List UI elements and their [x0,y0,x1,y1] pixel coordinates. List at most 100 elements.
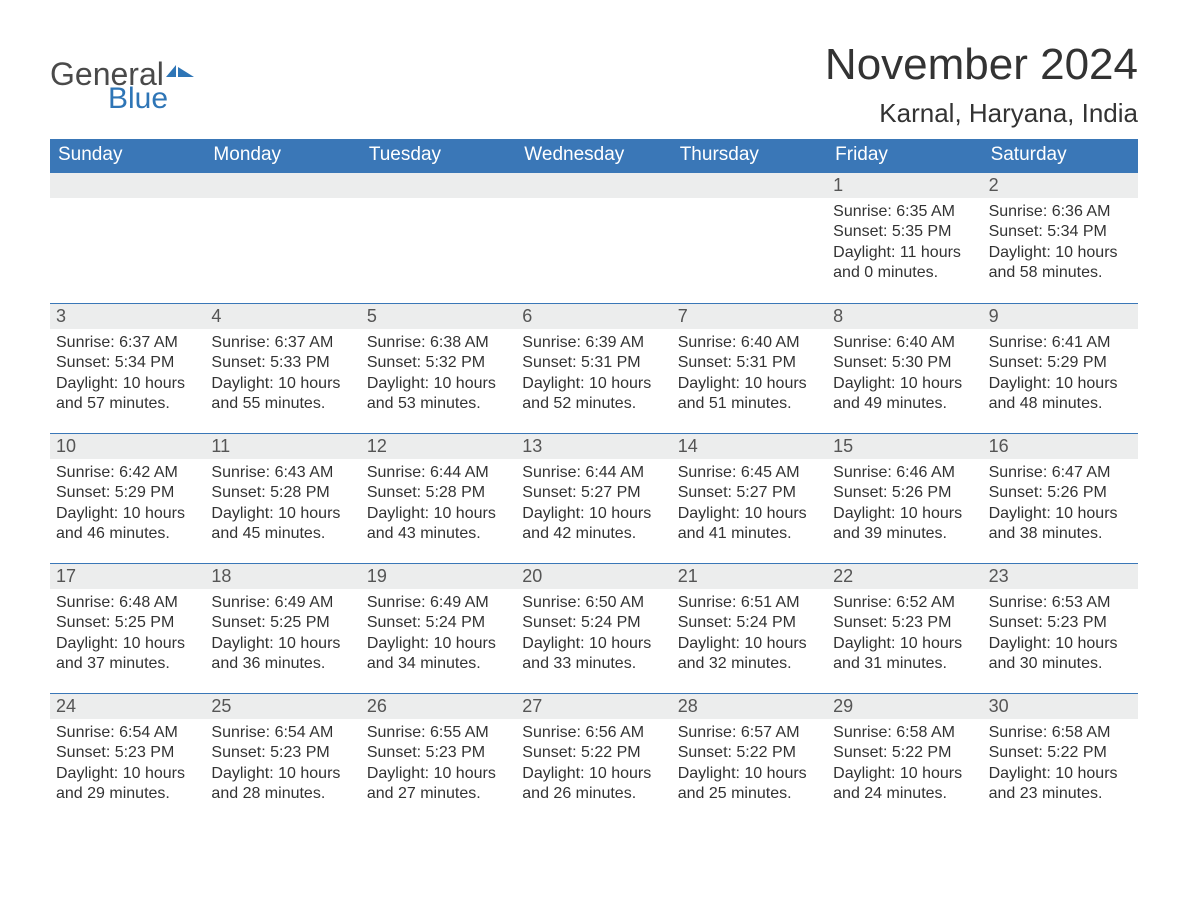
sunrise-label: Sunrise: [833,724,896,741]
daylight-line: Daylight: 10 hours and 53 minutes. [367,374,510,415]
day-cell: 12Sunrise: 6:44 AMSunset: 5:28 PMDayligh… [361,434,516,563]
sunset-label: Sunset: [833,744,892,761]
day-cell: 22Sunrise: 6:52 AMSunset: 5:23 PMDayligh… [827,564,982,693]
sunset-line: Sunset: 5:23 PM [367,743,510,763]
daylight-label: Daylight: [678,375,745,392]
daylight-label: Daylight: [678,635,745,652]
sunrise-line: Sunrise: 6:36 AM [989,202,1132,222]
daylight-line: Daylight: 11 hours and 0 minutes. [833,243,976,284]
sunrise-label: Sunrise: [522,334,585,351]
day-number: 29 [827,694,982,719]
daylight-line: Daylight: 10 hours and 32 minutes. [678,634,821,675]
day-details: Sunrise: 6:56 AMSunset: 5:22 PMDaylight:… [516,719,671,809]
sunset-label: Sunset: [833,354,892,371]
daylight-label: Daylight: [522,765,589,782]
day-number: 14 [672,434,827,459]
day-cell: 23Sunrise: 6:53 AMSunset: 5:23 PMDayligh… [983,564,1138,693]
sunset-line: Sunset: 5:25 PM [211,613,354,633]
daylight-label: Daylight: [522,375,589,392]
day-cell: 26Sunrise: 6:55 AMSunset: 5:23 PMDayligh… [361,694,516,823]
daylight-line: Daylight: 10 hours and 57 minutes. [56,374,199,415]
sunrise-label: Sunrise: [367,334,430,351]
daylight-line: Daylight: 10 hours and 39 minutes. [833,504,976,545]
day-number: 1 [827,173,982,198]
daylight-label: Daylight: [989,765,1056,782]
daylight-line: Daylight: 10 hours and 49 minutes. [833,374,976,415]
day-number: 27 [516,694,671,719]
sunrise-label: Sunrise: [522,594,585,611]
sunset-value: 5:22 PM [736,744,796,761]
brand-logo: General Blue [50,58,194,114]
sunset-line: Sunset: 5:28 PM [367,483,510,503]
day-details: Sunrise: 6:58 AMSunset: 5:22 PMDaylight:… [983,719,1138,809]
daylight-line: Daylight: 10 hours and 37 minutes. [56,634,199,675]
daylight-line: Daylight: 10 hours and 23 minutes. [989,764,1132,805]
sunset-label: Sunset: [989,223,1048,240]
sunset-value: 5:28 PM [426,484,486,501]
day-cell: 24Sunrise: 6:54 AMSunset: 5:23 PMDayligh… [50,694,205,823]
day-cell: 7Sunrise: 6:40 AMSunset: 5:31 PMDaylight… [672,304,827,433]
sunset-label: Sunset: [678,354,737,371]
sunset-value: 5:22 PM [892,744,952,761]
daylight-line: Daylight: 10 hours and 33 minutes. [522,634,665,675]
sunrise-label: Sunrise: [522,464,585,481]
day-cell: 20Sunrise: 6:50 AMSunset: 5:24 PMDayligh… [516,564,671,693]
day-cell: 8Sunrise: 6:40 AMSunset: 5:30 PMDaylight… [827,304,982,433]
day-details: Sunrise: 6:49 AMSunset: 5:24 PMDaylight:… [361,589,516,679]
sunset-line: Sunset: 5:31 PM [678,353,821,373]
daylight-label: Daylight: [56,375,123,392]
sunrise-line: Sunrise: 6:52 AM [833,593,976,613]
weekday-header: Friday [827,139,982,173]
sunrise-line: Sunrise: 6:51 AM [678,593,821,613]
sunrise-label: Sunrise: [833,464,896,481]
day-details: Sunrise: 6:49 AMSunset: 5:25 PMDaylight:… [205,589,360,679]
sunrise-value: 6:52 AM [896,594,955,611]
daylight-label: Daylight: [56,635,123,652]
sunset-value: 5:30 PM [892,354,952,371]
day-number: 2 [983,173,1138,198]
sunset-label: Sunset: [989,354,1048,371]
sunrise-value: 6:40 AM [741,334,800,351]
sunset-line: Sunset: 5:22 PM [989,743,1132,763]
sunrise-label: Sunrise: [211,594,274,611]
sunrise-line: Sunrise: 6:41 AM [989,333,1132,353]
daylight-line: Daylight: 10 hours and 29 minutes. [56,764,199,805]
day-number: 18 [205,564,360,589]
sunrise-value: 6:39 AM [585,334,644,351]
sunrise-label: Sunrise: [211,464,274,481]
sunrise-value: 6:35 AM [896,203,955,220]
day-details: Sunrise: 6:37 AMSunset: 5:34 PMDaylight:… [50,329,205,419]
sunset-label: Sunset: [367,744,426,761]
sunset-label: Sunset: [367,484,426,501]
day-details: Sunrise: 6:44 AMSunset: 5:28 PMDaylight:… [361,459,516,549]
month-title: November 2024 [825,40,1138,90]
weekday-header: Monday [205,139,360,173]
sunrise-value: 6:37 AM [275,334,334,351]
day-cell [50,173,205,303]
sunset-label: Sunset: [833,223,892,240]
day-details: Sunrise: 6:44 AMSunset: 5:27 PMDaylight:… [516,459,671,549]
sunset-value: 5:29 PM [1047,354,1107,371]
day-details: Sunrise: 6:50 AMSunset: 5:24 PMDaylight:… [516,589,671,679]
sunrise-line: Sunrise: 6:49 AM [367,593,510,613]
sunset-value: 5:33 PM [270,354,330,371]
sunrise-value: 6:47 AM [1052,464,1111,481]
day-details: Sunrise: 6:36 AMSunset: 5:34 PMDaylight:… [983,198,1138,288]
day-cell: 2Sunrise: 6:36 AMSunset: 5:34 PMDaylight… [983,173,1138,303]
sunrise-label: Sunrise: [56,724,119,741]
daylight-line: Daylight: 10 hours and 38 minutes. [989,504,1132,545]
sunset-value: 5:34 PM [115,354,175,371]
day-cell: 19Sunrise: 6:49 AMSunset: 5:24 PMDayligh… [361,564,516,693]
sunset-label: Sunset: [56,744,115,761]
sunrise-label: Sunrise: [678,594,741,611]
sunset-line: Sunset: 5:35 PM [833,222,976,242]
day-cell: 6Sunrise: 6:39 AMSunset: 5:31 PMDaylight… [516,304,671,433]
sunrise-value: 6:55 AM [430,724,489,741]
sunset-line: Sunset: 5:30 PM [833,353,976,373]
day-cell: 10Sunrise: 6:42 AMSunset: 5:29 PMDayligh… [50,434,205,563]
sunrise-label: Sunrise: [833,334,896,351]
day-cell [361,173,516,303]
sunset-label: Sunset: [678,484,737,501]
day-details: Sunrise: 6:39 AMSunset: 5:31 PMDaylight:… [516,329,671,419]
location-subtitle: Karnal, Haryana, India [825,98,1138,129]
